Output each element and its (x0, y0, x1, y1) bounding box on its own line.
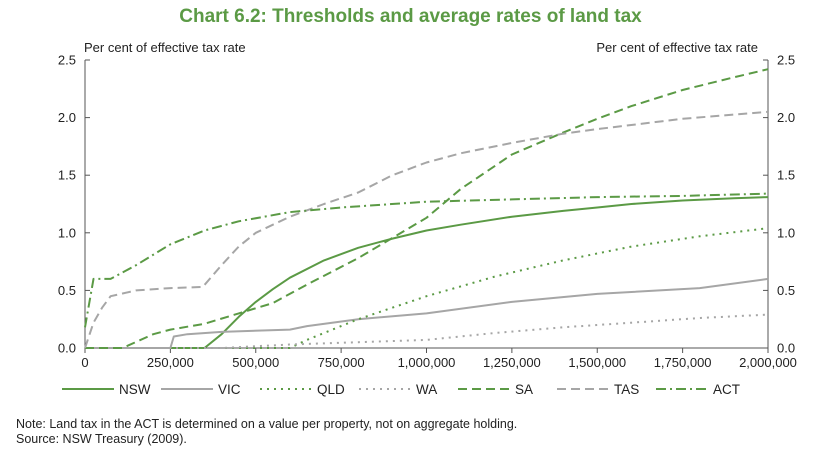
chart-source: Source: NSW Treasury (2009). (16, 432, 187, 446)
x-tick-label: 1,500,000 (568, 355, 626, 370)
legend-label-act: ACT (713, 382, 740, 397)
y-tick-label-right: 0.5 (777, 283, 795, 298)
x-tick-label: 0 (81, 355, 88, 370)
chart-title: Chart 6.2: Thresholds and average rates … (179, 6, 642, 27)
series-line-tas (84, 110, 769, 349)
chart-note: Note: Land tax in the ACT is determined … (16, 417, 518, 431)
y-axis-label-left: Per cent of effective tax rate (84, 40, 246, 55)
x-tick-label: 1,000,000 (398, 355, 456, 370)
y-tick-label-left: 1.0 (58, 225, 76, 240)
legend-label-wa: WA (416, 382, 437, 397)
x-tick-label: 500,000 (232, 355, 279, 370)
legend-label-nsw: NSW (119, 382, 151, 397)
series-line-qld (85, 227, 769, 349)
x-tick-label: 250,000 (147, 355, 194, 370)
x-tick-label: 1,250,000 (483, 355, 541, 370)
series-line-act (84, 192, 769, 328)
y-tick-label-right: 2.0 (777, 110, 795, 125)
legend-label-tas: TAS (614, 382, 639, 397)
series-line-wa (85, 313, 769, 349)
y-tick-label-left: 2.5 (58, 53, 76, 68)
x-tick-label: 750,000 (318, 355, 365, 370)
series-line-nsw (85, 196, 769, 349)
series-line-sa (85, 68, 769, 349)
legend-label-vic: VIC (218, 382, 241, 397)
y-axis-label-right: Per cent of effective tax rate (596, 40, 758, 55)
legend-label-qld: QLD (317, 382, 345, 397)
y-tick-label-left: 1.5 (58, 168, 76, 183)
y-tick-label-left: 2.0 (58, 110, 76, 125)
x-tick-label: 2,000,000 (739, 355, 797, 370)
y-tick-label-left: 0.0 (58, 341, 76, 356)
y-tick-label-right: 0.0 (777, 341, 795, 356)
y-tick-label-left: 0.5 (58, 283, 76, 298)
series-line-vic (85, 277, 769, 349)
y-tick-label-right: 1.5 (777, 168, 795, 183)
chart-legend: NSW VIC QLD WA SA TAS ACT (62, 382, 740, 397)
chart-series (84, 68, 769, 349)
x-tick-label: 1,750,000 (654, 355, 712, 370)
y-tick-label-right: 1.0 (777, 225, 795, 240)
y-tick-label-right: 2.5 (777, 53, 795, 68)
legend-label-sa: SA (515, 382, 533, 397)
chart-axes: 0.0 0.0 0.5 0.5 1.0 1.0 1.5 1.5 2.0 2.0 2.5 2.5 0 250… (58, 53, 797, 371)
